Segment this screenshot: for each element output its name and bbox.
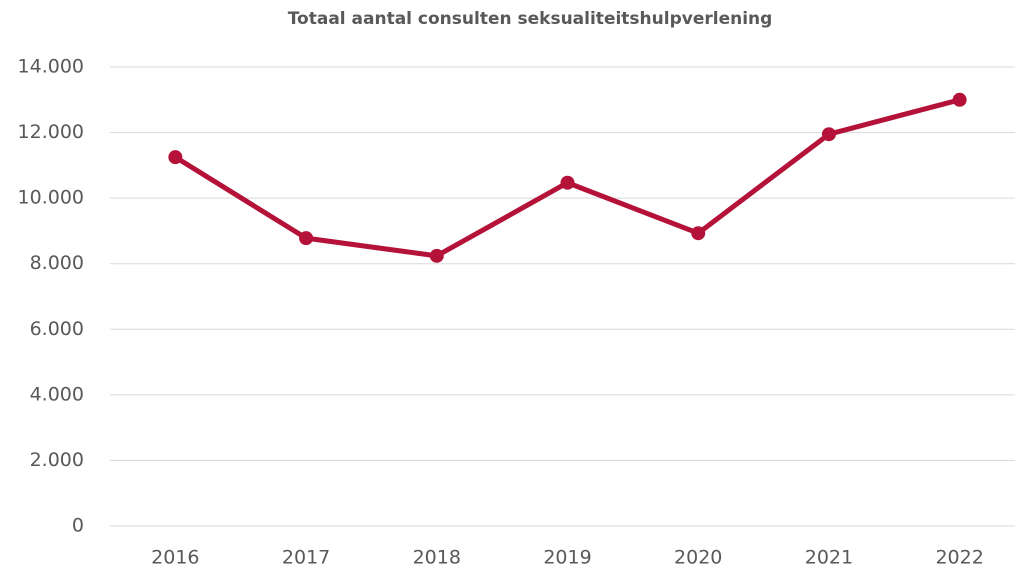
x-tick-label: 2022 bbox=[935, 547, 983, 569]
y-tick-label: 8.000 bbox=[30, 252, 84, 274]
y-tick-label: 0 bbox=[72, 515, 84, 537]
x-tick-label: 2021 bbox=[805, 547, 853, 569]
chart-title: Totaal aantal consulten seksualiteitshul… bbox=[288, 9, 773, 29]
x-tick-label: 2019 bbox=[543, 547, 591, 569]
x-tick-label: 2017 bbox=[282, 547, 330, 569]
y-tick-label: 6.000 bbox=[30, 318, 84, 340]
y-tick-label: 4.000 bbox=[30, 383, 84, 405]
y-tick-label: 2.000 bbox=[30, 449, 84, 471]
x-tick-label: 2016 bbox=[151, 547, 199, 569]
marker bbox=[952, 92, 967, 107]
x-tick-label: 2020 bbox=[674, 547, 722, 569]
y-tick-label: 14.000 bbox=[18, 56, 84, 78]
marker bbox=[691, 226, 706, 241]
marker bbox=[429, 248, 444, 263]
marker bbox=[299, 231, 314, 246]
marker bbox=[560, 175, 575, 190]
x-tick-label: 2018 bbox=[413, 547, 461, 569]
y-tick-label: 12.000 bbox=[18, 121, 84, 143]
marker bbox=[168, 150, 183, 165]
marker bbox=[821, 127, 836, 142]
y-tick-label: 10.000 bbox=[18, 187, 84, 209]
